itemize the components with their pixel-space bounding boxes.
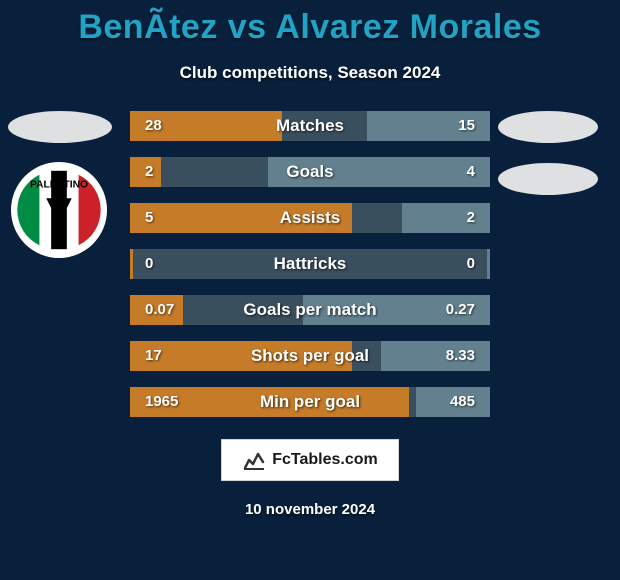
stat-row: 0.070.27Goals per match — [130, 295, 490, 325]
player-photo-left-placeholder — [8, 111, 112, 143]
stat-label: Goals per match — [133, 295, 487, 325]
club-shield-left: PALESTINO — [10, 161, 108, 259]
stat-label: Assists — [133, 203, 487, 233]
branding-box: FcTables.com — [221, 439, 399, 481]
left-player-column: PALESTINO — [0, 111, 118, 264]
stat-label: Goals — [133, 157, 487, 187]
branding-icon — [242, 448, 266, 472]
branding-text: FcTables.com — [272, 451, 378, 469]
stat-row: 52Assists — [130, 203, 490, 233]
footer-date: 10 november 2024 — [0, 501, 620, 518]
stat-row: 2815Matches — [130, 111, 490, 141]
stat-label: Matches — [133, 111, 487, 141]
right-player-column — [480, 111, 620, 195]
comparison-stage: PALESTINO 2815Matches 24Goals 52Assists 00H… — [0, 111, 620, 417]
page-subtitle: Club competitions, Season 2024 — [0, 63, 620, 83]
stat-row: 24Goals — [130, 157, 490, 187]
page-title: BenÃ­tez vs Alvarez Morales — [0, 0, 620, 47]
stat-row: 1965485Min per goal — [130, 387, 490, 417]
stat-label: Hattricks — [133, 249, 487, 279]
stat-label: Shots per goal — [133, 341, 487, 371]
player-photo-right-placeholder — [498, 111, 598, 143]
shield-text: PALESTINO — [30, 179, 88, 190]
stat-row: 178.33Shots per goal — [130, 341, 490, 371]
stat-bars: 2815Matches 24Goals 52Assists 00Hattricks 0.… — [130, 111, 490, 417]
stat-label: Min per goal — [133, 387, 487, 417]
stat-row: 00Hattricks — [130, 249, 490, 279]
club-shield-right-placeholder — [498, 163, 598, 195]
